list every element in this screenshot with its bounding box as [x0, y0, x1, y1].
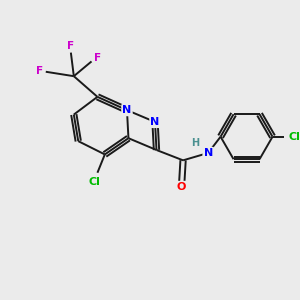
Text: F: F — [94, 53, 101, 64]
Text: Cl: Cl — [88, 178, 101, 188]
Text: F: F — [67, 41, 74, 51]
Text: O: O — [177, 182, 186, 192]
Text: N: N — [122, 105, 132, 115]
Text: F: F — [36, 66, 43, 76]
Text: H: H — [191, 138, 199, 148]
Text: N: N — [203, 148, 213, 158]
Text: Cl: Cl — [289, 132, 300, 142]
Text: N: N — [150, 117, 160, 127]
